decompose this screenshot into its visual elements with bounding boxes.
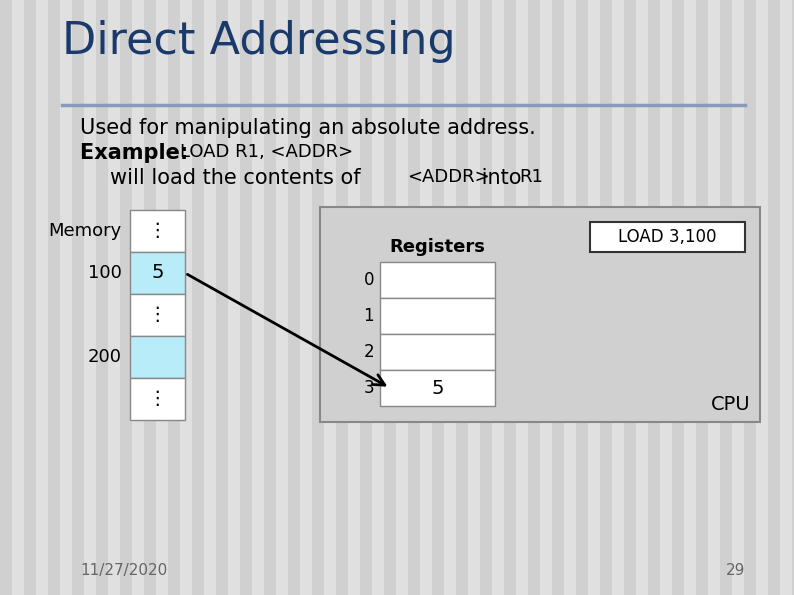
Bar — [768, 0, 780, 595]
Text: 200: 200 — [88, 348, 122, 366]
Bar — [130, 210, 185, 252]
Bar — [130, 294, 185, 336]
Bar — [600, 0, 612, 595]
Text: 3: 3 — [364, 379, 374, 397]
Bar — [240, 0, 252, 595]
Bar — [96, 0, 108, 595]
Bar — [744, 0, 756, 595]
Text: LOAD R1, <ADDR>: LOAD R1, <ADDR> — [180, 143, 353, 161]
Bar — [336, 0, 348, 595]
Bar — [696, 0, 708, 595]
Text: R1: R1 — [519, 168, 543, 186]
Bar — [288, 0, 300, 595]
Bar — [792, 0, 794, 595]
Text: CPU: CPU — [711, 395, 750, 414]
Bar — [0, 0, 12, 595]
Text: into: into — [475, 168, 528, 188]
Bar — [130, 336, 185, 378]
Text: Used for manipulating an absolute address.: Used for manipulating an absolute addres… — [80, 118, 536, 138]
Bar — [130, 252, 185, 294]
Bar — [408, 0, 420, 595]
Text: 29: 29 — [726, 563, 745, 578]
Bar — [384, 0, 396, 595]
Text: Registers: Registers — [390, 238, 485, 256]
Bar — [380, 262, 495, 298]
Bar — [144, 0, 156, 595]
Bar — [130, 378, 185, 420]
Bar — [48, 0, 60, 595]
Bar — [72, 0, 84, 595]
Text: will load the contents of: will load the contents of — [110, 168, 368, 188]
Bar — [312, 0, 324, 595]
Bar — [456, 0, 468, 595]
Bar — [648, 0, 660, 595]
Bar — [552, 0, 564, 595]
Text: Example:: Example: — [80, 143, 195, 163]
Bar — [504, 0, 516, 595]
Bar — [528, 0, 540, 595]
Text: Memory: Memory — [48, 222, 122, 240]
Text: 1: 1 — [364, 307, 374, 325]
Bar — [360, 0, 372, 595]
Bar — [624, 0, 636, 595]
Text: LOAD 3,100: LOAD 3,100 — [619, 228, 717, 246]
Bar — [576, 0, 588, 595]
Bar — [216, 0, 228, 595]
Bar — [320, 207, 760, 422]
Text: ⋮: ⋮ — [148, 390, 168, 409]
Bar — [192, 0, 204, 595]
Text: ⋮: ⋮ — [148, 305, 168, 324]
Bar — [720, 0, 732, 595]
Text: ⋮: ⋮ — [148, 221, 168, 240]
Bar — [24, 0, 36, 595]
Text: 11/27/2020: 11/27/2020 — [80, 563, 168, 578]
Bar — [380, 370, 495, 406]
Text: 100: 100 — [88, 264, 122, 282]
Bar — [264, 0, 276, 595]
Text: 5: 5 — [151, 264, 164, 283]
Text: Direct Addressing: Direct Addressing — [62, 20, 456, 63]
Text: 5: 5 — [431, 378, 444, 397]
Text: 2: 2 — [364, 343, 374, 361]
Bar — [380, 298, 495, 334]
Bar — [120, 0, 132, 595]
Bar — [672, 0, 684, 595]
Bar — [168, 0, 180, 595]
Bar — [590, 222, 745, 252]
Bar — [380, 334, 495, 370]
Bar — [432, 0, 444, 595]
Text: <ADDR>: <ADDR> — [407, 168, 490, 186]
Bar — [480, 0, 492, 595]
Text: 0: 0 — [364, 271, 374, 289]
